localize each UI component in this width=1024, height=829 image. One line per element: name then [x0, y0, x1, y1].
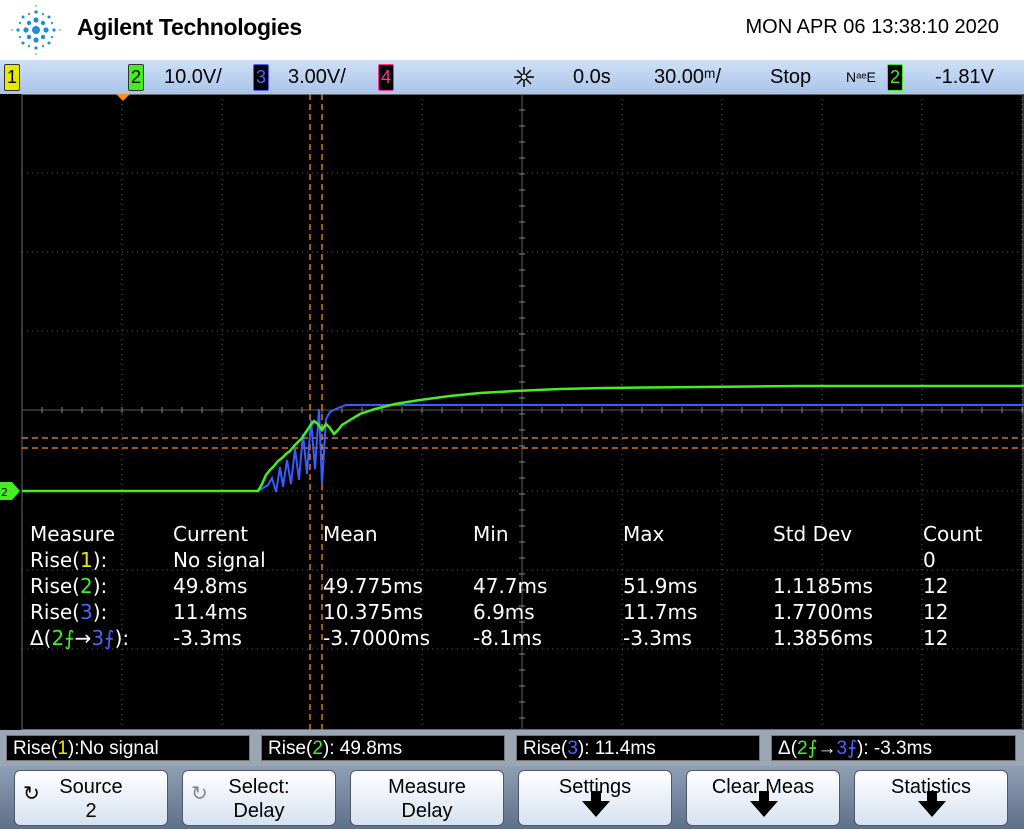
ground-marker-label: 2	[1, 486, 8, 499]
header-current: Current	[173, 522, 249, 546]
row-count: 12	[923, 626, 949, 650]
down-arrow-icon	[918, 791, 946, 817]
header-min: Min	[473, 522, 509, 546]
ch1-indicator[interactable]: 1	[4, 64, 20, 91]
row-count: 0	[923, 548, 936, 572]
row-min: 47.7ms	[473, 574, 548, 598]
rotary-knob-icon: ↻	[23, 783, 40, 805]
result-rise-ch2[interactable]: Rise(2): 49.8ms	[261, 735, 505, 761]
header-measure: Measure	[30, 522, 115, 546]
row-label: Δ(2⨍→3⨍):	[30, 626, 130, 650]
row-current: 11.4ms	[173, 600, 248, 624]
row-max: 51.9ms	[623, 574, 698, 598]
settings-softkey[interactable]: Settings	[518, 770, 672, 826]
header-mean: Mean	[323, 522, 378, 546]
datetime-display: MON APR 06 13:38:10 2020	[745, 16, 1000, 38]
row-label: Rise(2):	[30, 574, 108, 598]
row-label: Rise(3):	[30, 600, 108, 624]
row-count: 12	[923, 574, 949, 598]
row-min: -8.1ms	[473, 626, 542, 650]
row-label: Rise(1):	[30, 548, 108, 572]
row-stddev: 1.3856ms	[773, 626, 873, 650]
header-max: Max	[623, 522, 665, 546]
ch2-scale: 10.0V/	[164, 66, 222, 88]
screen-frame	[21, 94, 1024, 730]
rotary-knob-icon: ↻	[191, 783, 208, 805]
row-max: 11.7ms	[623, 600, 698, 624]
statistics-softkey[interactable]: Statistics	[854, 770, 1008, 826]
trigger-mode: NᵃᵉE	[846, 69, 876, 85]
clear-meas-softkey[interactable]: Clear Meas	[686, 770, 840, 826]
ch3-indicator[interactable]: 3	[253, 64, 269, 91]
graticule: 2	[0, 94, 1024, 730]
ch2-rising-trace	[22, 384, 1024, 493]
agilent-spark-logo-icon	[11, 5, 61, 55]
measurement-result-bar: Rise(1):No signal Rise(2): 49.8ms Rise(3…	[0, 730, 1024, 766]
row-stddev: 1.1185ms	[773, 574, 873, 598]
select-softkey[interactable]: ↻ Select: Delay	[182, 770, 336, 826]
softkey-bar: ↻ Source 2 ↻ Select: Delay Measure Delay…	[0, 766, 1024, 829]
row-current: No signal	[173, 548, 266, 572]
measure-delay-softkey[interactable]: Measure Delay	[350, 770, 504, 826]
header-stddev: Std Dev	[773, 522, 853, 546]
run-state[interactable]: Stop	[770, 66, 812, 88]
ch4-indicator[interactable]: 4	[378, 64, 394, 91]
trigger-channel: 2	[887, 64, 903, 91]
row-max: -3.3ms	[623, 626, 692, 650]
down-arrow-icon	[582, 791, 610, 817]
row-current: 49.8ms	[173, 574, 248, 598]
trigger-level: -1.81V	[935, 66, 994, 88]
source-softkey[interactable]: ↻ Source 2	[14, 770, 168, 826]
row-mean: 49.775ms	[323, 574, 423, 598]
result-rise-ch1[interactable]: Rise(1):No signal	[6, 735, 250, 761]
row-current: -3.3ms	[173, 626, 242, 650]
header-count: Count	[923, 522, 983, 546]
ch3-scale: 3.00V/	[288, 66, 346, 88]
down-arrow-icon	[750, 791, 778, 817]
ch3-rising-trace	[22, 404, 1024, 493]
trigger-position-marker	[116, 94, 130, 101]
waveform-display[interactable]: 2 Measure Current Mean Min Max Std Dev C…	[0, 94, 1024, 730]
row-stddev: 1.7700ms	[773, 600, 873, 624]
row-mean: -3.7000ms	[323, 626, 431, 650]
result-rise-ch3[interactable]: Rise(3): 11.4ms	[516, 735, 760, 761]
ch2-indicator[interactable]: 2	[128, 64, 144, 91]
timebase-readout: 30.00ᵐ/	[654, 66, 722, 88]
header-bar: Agilent Technologies MON APR 06 13:38:10…	[0, 0, 1024, 60]
row-mean: 10.375ms	[323, 600, 423, 624]
row-min: 6.9ms	[473, 600, 535, 624]
trigger-burst-icon	[514, 67, 534, 87]
row-count: 12	[923, 600, 949, 624]
ch2-ground-marker[interactable]	[0, 482, 20, 500]
result-delay-ch2-ch3[interactable]: Δ(2⨍→3⨍): -3.3ms	[771, 735, 1016, 761]
delay-readout: 0.0s	[573, 66, 611, 88]
status-bar: 1 2 10.0V/ 3 3.00V/ 4 0.0s 30.00ᵐ/ Stop …	[0, 60, 1024, 94]
brand-name: Agilent Technologies	[77, 14, 302, 40]
